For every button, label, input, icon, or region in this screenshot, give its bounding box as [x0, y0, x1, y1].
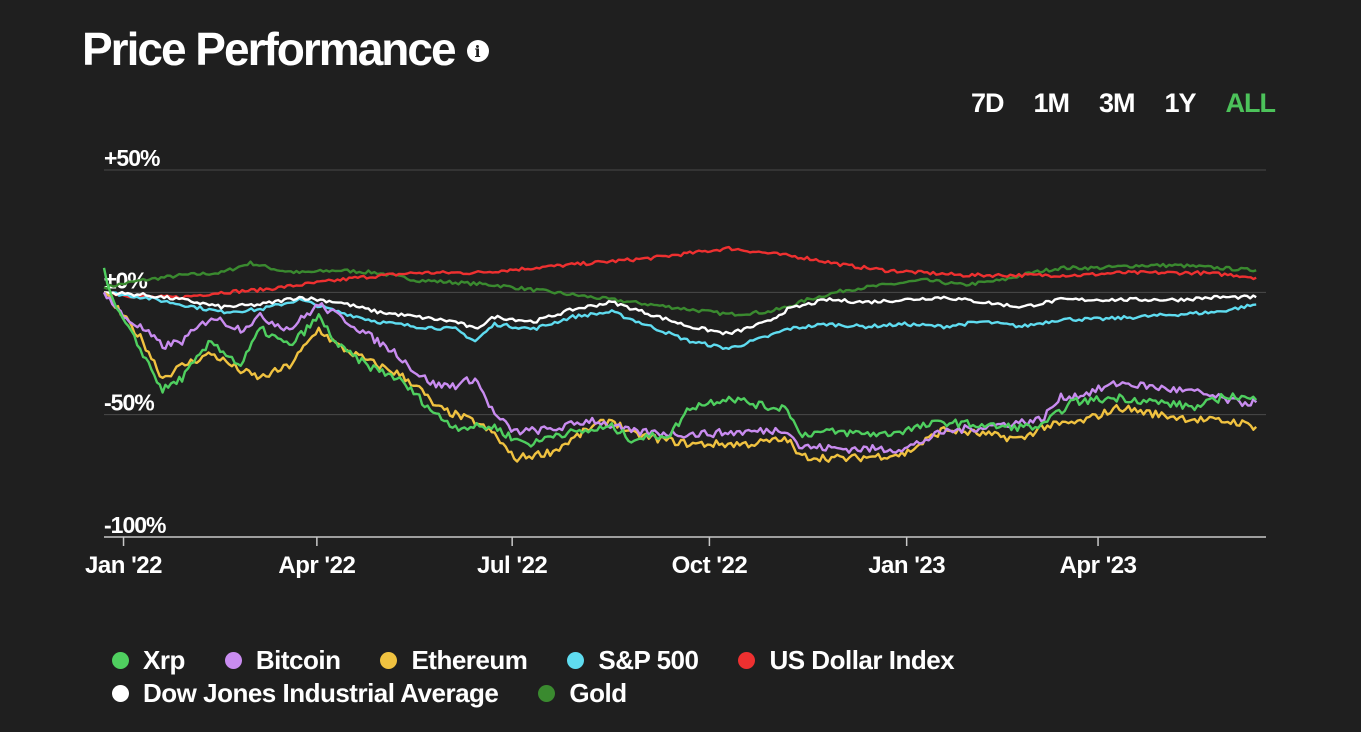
x-tick-label: Jan '23 [868, 552, 945, 579]
legend-label: S&P 500 [598, 645, 699, 675]
legend-row: Dow Jones Industrial Average Gold [112, 677, 1112, 710]
legend-item-xrp[interactable]: Xrp [112, 645, 185, 676]
chart-legend: Xrp Bitcoin Ethereum S&P 500 US Dollar I… [112, 644, 1112, 710]
y-tick-label: -100% [104, 512, 166, 538]
legend-item-bitcoin[interactable]: Bitcoin [224, 645, 341, 676]
legend-row: Xrp Bitcoin Ethereum S&P 500 US Dollar I… [112, 644, 1112, 677]
series-line-xrp[interactable] [102, 267, 1258, 448]
legend-label: Bitcoin [255, 645, 341, 675]
legend-label: Dow Jones Industrial Average [143, 678, 499, 708]
legend-item-gold[interactable]: Gold [538, 678, 627, 709]
legend-item-ethereum[interactable]: Ethereum [380, 645, 528, 676]
legend-dot-icon [224, 652, 242, 669]
legend-dot-icon [538, 685, 556, 702]
time-range-selector: 7D 1M 3M 1Y ALL [970, 88, 1276, 119]
legend-dot-icon [380, 652, 398, 669]
price-performance-chart: +50%±0%-50%-100%Jan '22 Apr '22 Jul '22 Oct… [85, 145, 1266, 579]
page-title-text: Price Performance [82, 23, 457, 75]
legend-label: Xrp [143, 645, 185, 675]
page-title: Price Performance i [82, 22, 489, 76]
y-tick-label: -50% [104, 390, 154, 416]
legend-item-dow-jones[interactable]: Dow Jones Industrial Average [112, 678, 499, 709]
x-tick-label: Apr '23 [1060, 552, 1137, 579]
legend-dot-icon [112, 652, 129, 669]
range-all-button[interactable]: ALL [1225, 88, 1276, 118]
legend-dot-icon [112, 685, 129, 702]
y-tick-label: +50% [104, 145, 160, 171]
series-line-ethereum[interactable] [103, 291, 1258, 463]
legend-label: Ethereum [411, 645, 528, 675]
legend-label: Gold [569, 678, 627, 708]
range-1y-button[interactable]: 1Y [1164, 88, 1196, 118]
legend-item-sp500[interactable]: S&P 500 [567, 645, 699, 676]
series-line-s-p-500[interactable] [103, 291, 1257, 350]
legend-dot-icon [567, 652, 585, 669]
range-7d-button[interactable]: 7D [970, 88, 1005, 118]
range-1m-button[interactable]: 1M [1033, 88, 1070, 118]
x-tick-label: Apr '22 [278, 552, 355, 579]
info-icon[interactable]: i [466, 40, 489, 62]
x-tick-label: Jul '22 [477, 552, 547, 579]
series-line-bitcoin[interactable] [102, 291, 1258, 454]
series-line-gold[interactable] [103, 260, 1257, 317]
legend-item-us-dollar-index[interactable]: US Dollar Index [738, 645, 955, 676]
series-line-dow-jones-industrial-average[interactable] [103, 290, 1257, 336]
x-tick-label: Jan '22 [85, 552, 162, 579]
legend-dot-icon [738, 652, 756, 669]
range-3m-button[interactable]: 3M [1098, 88, 1136, 118]
series-line-us-dollar-index[interactable] [103, 245, 1257, 300]
legend-label: US Dollar Index [769, 645, 955, 675]
x-tick-label: Oct '22 [672, 552, 748, 579]
